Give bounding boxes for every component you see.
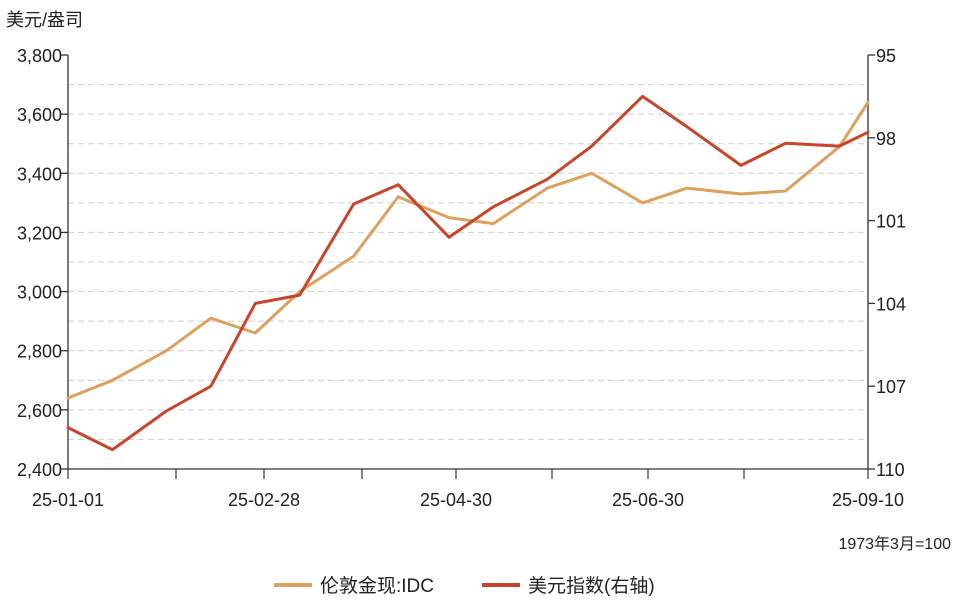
series-lines	[66, 94, 870, 452]
left-tick-label: 3,600	[17, 105, 62, 125]
left-tick-label: 3,200	[17, 223, 62, 243]
axes: 2,400 2,600 2,800 3,000 3,200 3,400 3,600 3,800…	[17, 46, 906, 510]
left-tick-label: 3,800	[17, 46, 62, 66]
right-tick-label: 110	[876, 460, 905, 480]
gold-price-series-line	[66, 100, 870, 400]
x-tick-label: 25-01-01	[32, 490, 104, 510]
left-tick-label: 2,600	[17, 401, 62, 421]
x-tick-label: 25-04-30	[420, 490, 492, 510]
grid-lines	[68, 84, 868, 440]
x-tick-label: 25-06-30	[612, 490, 684, 510]
left-tick-label: 3,400	[17, 164, 62, 184]
legend: 伦敦金现:IDC 美元指数(右轴)	[274, 575, 655, 597]
legend-label: 伦敦金现:IDC	[320, 575, 434, 597]
left-tick-label: 2,800	[17, 342, 62, 362]
y-axis-unit-label: 美元/盎司	[6, 10, 83, 30]
right-tick-label: 101	[876, 212, 906, 232]
x-tick-label: 25-09-10	[832, 490, 904, 510]
x-tick-label: 25-02-28	[228, 490, 300, 510]
legend-label: 美元指数(右轴)	[528, 575, 655, 597]
base-note: 1973年3月=100	[838, 535, 951, 553]
right-tick-label: 98	[876, 129, 896, 149]
left-tick-label: 3,000	[17, 283, 62, 303]
left-tick-label: 2,400	[17, 460, 62, 480]
right-tick-label: 104	[876, 294, 906, 314]
right-tick-label: 95	[876, 46, 896, 66]
right-tick-label: 107	[876, 377, 906, 397]
dollar-index-series-line	[66, 94, 870, 452]
